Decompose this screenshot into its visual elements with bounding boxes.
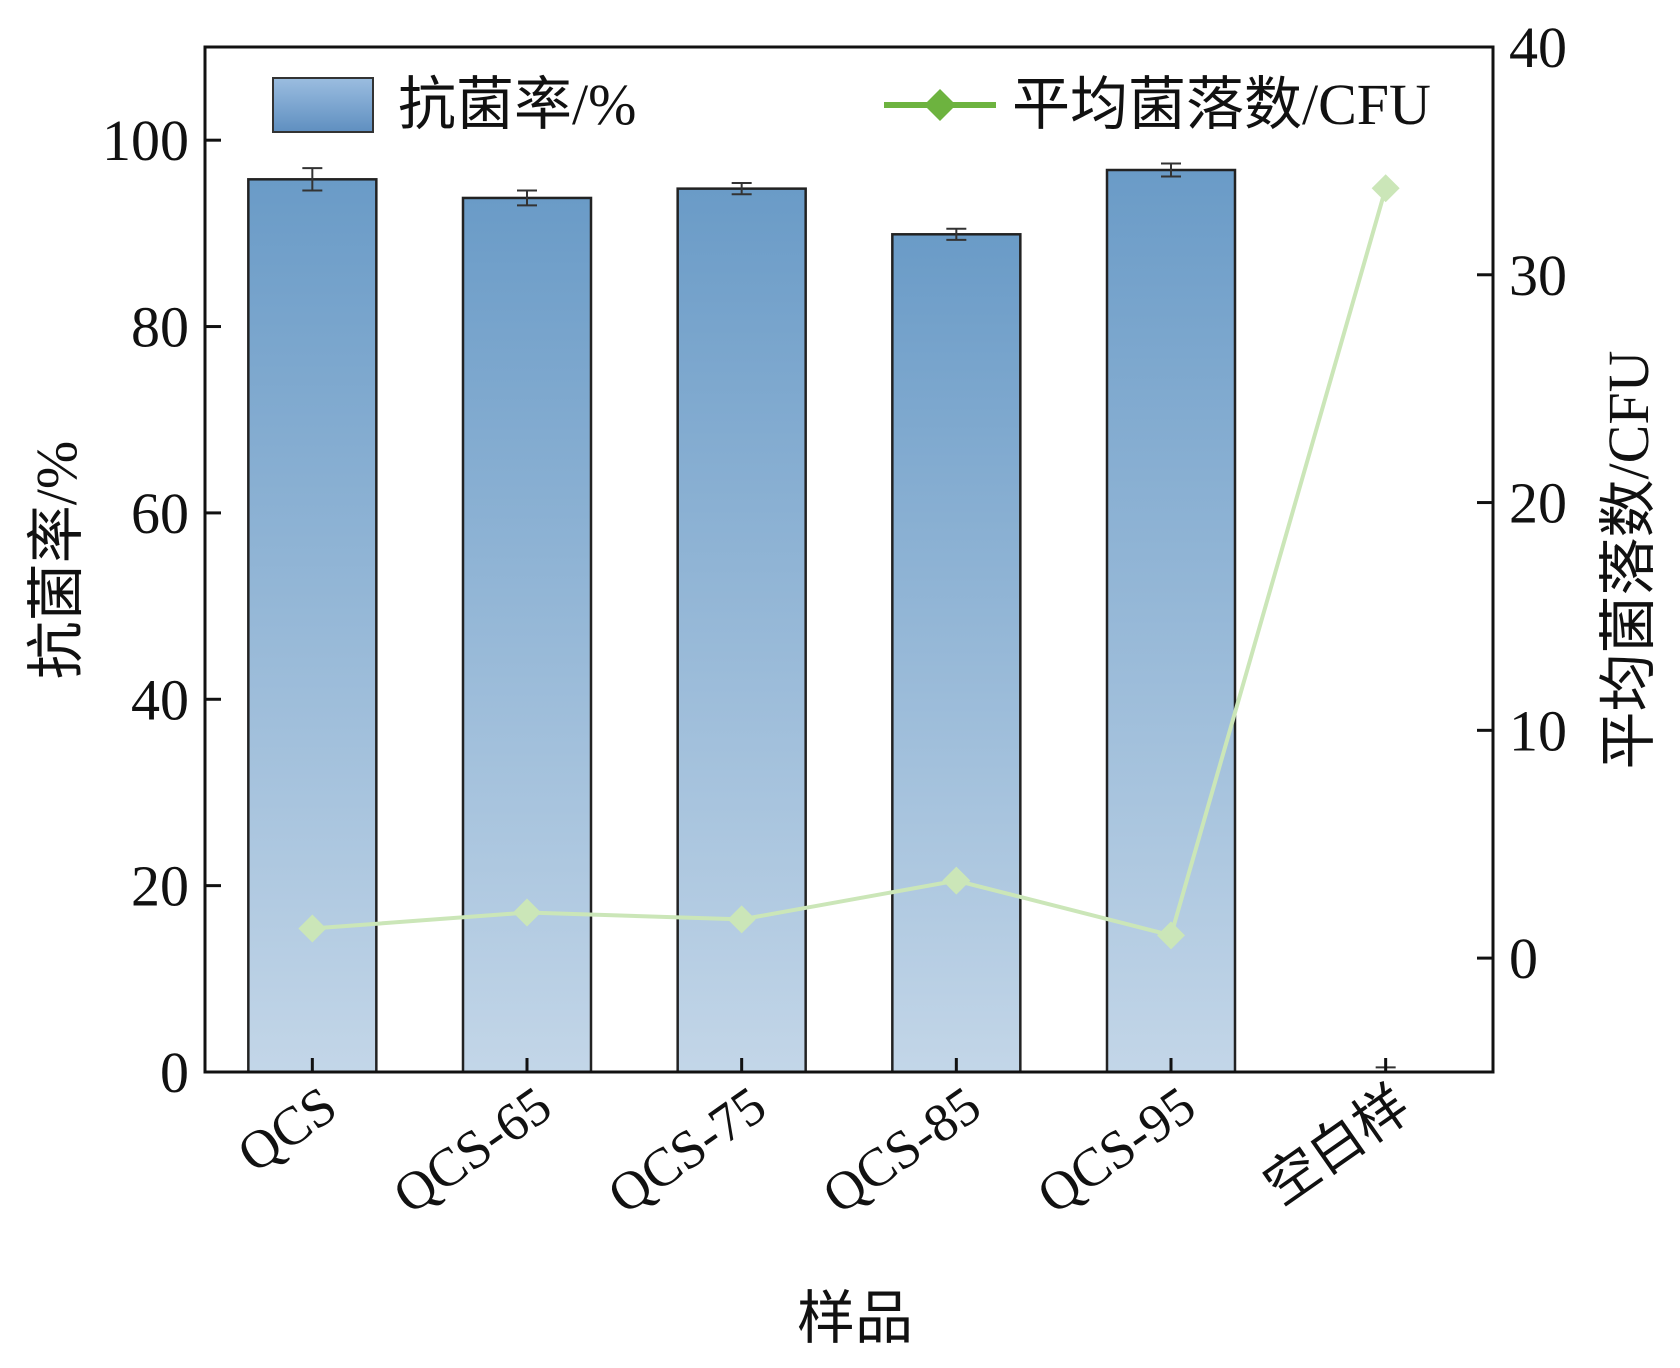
bar-2	[676, 187, 807, 1074]
x-tick-label-0: QCS	[227, 1075, 347, 1184]
y-tick-label-0: 0	[160, 1040, 189, 1105]
line-layer	[298, 174, 1400, 950]
series-line	[312, 187, 1388, 938]
legend-bar-swatch	[272, 77, 374, 133]
line-point-0	[298, 914, 327, 943]
x-axis-title: 样品	[797, 1286, 913, 1351]
y2-axis-title: 平均菌落数/CFU	[1596, 351, 1661, 770]
y2-tick-label-20: 20	[1509, 471, 1567, 536]
x-tick-label-4: QCS-95	[1026, 1075, 1205, 1226]
legend-line-marker	[924, 89, 956, 121]
legend: 抗菌率/% 平均菌落数/CFU	[272, 72, 1431, 137]
line-point-5	[1371, 174, 1400, 203]
line-point-1	[513, 898, 541, 927]
legend-line-label: 平均菌落数/CFU	[1012, 72, 1431, 137]
y2-tick-label-10: 10	[1509, 698, 1567, 763]
error-bar-0	[302, 167, 323, 192]
y2-tick-label-30: 30	[1509, 243, 1567, 308]
plot-frame	[203, 45, 1495, 1074]
x-tick-label-2: QCS-75	[597, 1075, 776, 1226]
y-tick-label-40: 40	[131, 667, 189, 732]
bar-3	[891, 233, 1022, 1074]
y2-tick-label-40: 40	[1509, 15, 1567, 80]
x-tick-label-1: QCS-65	[382, 1075, 561, 1226]
legend-bar-label: 抗菌率/%	[398, 72, 636, 137]
legend-item-line: 平均菌落数/CFU	[884, 72, 1431, 137]
line-point-2	[727, 905, 756, 934]
y-axis-title: 抗菌率/%	[24, 441, 89, 679]
y-tick-label-20: 20	[131, 854, 189, 919]
error-bar-2	[731, 182, 752, 196]
x-axis: QCS QCS-65 QCS-75 QCS-85 QCS-95 空白样	[227, 1058, 1421, 1225]
line-point-3	[942, 866, 971, 895]
right-axis: 0 10 20 30 40	[1477, 15, 1567, 991]
legend-item-bar: 抗菌率/%	[272, 72, 636, 137]
y-tick-label-100: 100	[102, 108, 189, 173]
bar-1	[461, 196, 593, 1074]
line-point-4	[1157, 921, 1185, 950]
x-tick-label-3: QCS-85	[812, 1075, 991, 1226]
bars-layer	[247, 162, 1396, 1074]
y-tick-label-80: 80	[131, 295, 189, 360]
y-tick-label-60: 60	[131, 481, 189, 546]
x-tick-label-5: 空白样	[1253, 1075, 1420, 1217]
error-bar-1	[517, 189, 537, 207]
y2-tick-label-0: 0	[1509, 926, 1538, 991]
error-bar-4	[1161, 162, 1181, 178]
left-axis: 0 20 40 60 80 100	[102, 108, 221, 1105]
error-bar-3	[946, 227, 967, 241]
